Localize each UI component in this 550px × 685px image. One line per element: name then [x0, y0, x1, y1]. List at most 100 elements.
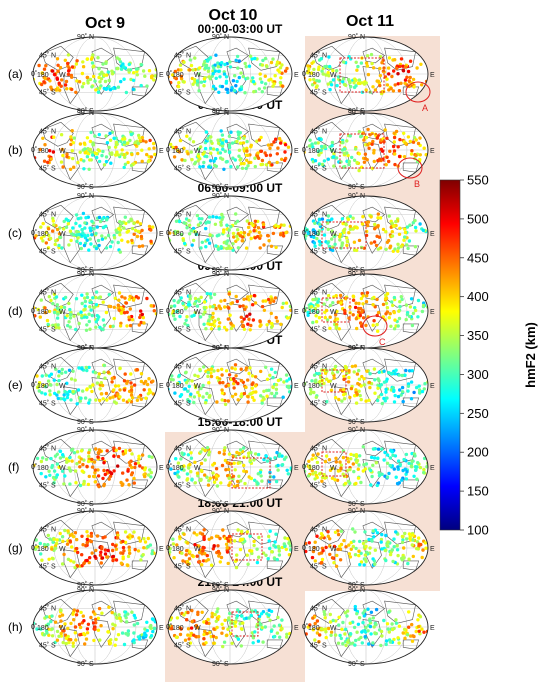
data-point	[376, 447, 381, 451]
data-point	[331, 371, 335, 375]
data-point	[140, 228, 144, 233]
data-point	[111, 548, 115, 553]
data-point	[116, 153, 121, 157]
data-point	[397, 232, 402, 236]
data-point	[365, 294, 369, 298]
data-point	[67, 69, 71, 73]
data-point	[187, 399, 192, 404]
data-point	[174, 635, 179, 639]
data-point	[78, 399, 83, 403]
data-point	[124, 301, 129, 305]
data-point	[180, 451, 184, 455]
data-point	[361, 316, 366, 320]
data-point	[83, 221, 87, 225]
longitude-label: 180	[308, 625, 320, 632]
data-point	[89, 534, 94, 538]
data-point	[215, 234, 219, 238]
data-point	[91, 53, 95, 57]
data-point	[400, 373, 404, 378]
continent-outline	[63, 75, 80, 105]
data-point	[61, 153, 65, 158]
latitude-label: 90˚ N	[348, 344, 365, 352]
data-point	[78, 142, 83, 146]
data-point	[100, 217, 105, 221]
data-point	[356, 476, 361, 480]
data-point	[49, 619, 53, 624]
latitude-label: 90˚ N	[348, 192, 365, 200]
continent-outline	[41, 204, 74, 230]
data-point	[250, 549, 254, 553]
colorbar-tick-label: 450	[467, 250, 489, 265]
colorbar-tick-label: 300	[467, 367, 489, 382]
data-point	[197, 72, 201, 76]
data-point	[411, 533, 415, 537]
data-point	[260, 80, 264, 84]
data-point	[195, 213, 200, 218]
data-point	[59, 631, 63, 636]
data-point	[277, 553, 282, 557]
data-point	[120, 310, 124, 314]
data-point	[247, 616, 251, 620]
data-point	[233, 367, 237, 371]
data-point	[69, 138, 74, 142]
latitude-label: 45˚ N	[310, 605, 327, 613]
data-point	[57, 538, 62, 542]
data-point	[324, 308, 329, 313]
data-point	[208, 146, 213, 150]
data-point	[50, 87, 54, 92]
data-point	[59, 160, 64, 164]
data-point	[33, 547, 38, 551]
data-point	[226, 561, 230, 566]
data-point	[341, 221, 345, 226]
region-circle	[362, 315, 388, 337]
continent-outline	[226, 619, 246, 648]
data-point	[269, 311, 273, 316]
data-point	[96, 616, 101, 620]
time-window-label: 00:00-03:00 UT	[198, 22, 283, 36]
longitude-label: W	[59, 309, 66, 316]
data-point	[196, 390, 200, 395]
data-point	[366, 223, 370, 228]
data-point	[82, 479, 86, 484]
data-point	[92, 64, 96, 68]
data-point	[208, 305, 212, 309]
data-point	[382, 140, 386, 144]
data-point	[187, 637, 191, 641]
data-point	[116, 392, 120, 396]
data-point	[403, 373, 407, 377]
data-point	[192, 633, 196, 637]
data-point	[185, 477, 190, 481]
data-point	[363, 557, 367, 561]
data-point	[189, 626, 194, 630]
latitude-label: 90˚ N	[77, 507, 94, 515]
data-point	[259, 323, 263, 327]
data-point	[379, 540, 383, 544]
data-point	[64, 225, 69, 229]
data-point	[311, 472, 315, 476]
data-point	[118, 324, 123, 328]
data-point	[74, 90, 78, 95]
data-point	[204, 641, 208, 645]
longitude-label: 180	[308, 309, 320, 316]
map-frame	[303, 510, 429, 586]
data-point	[371, 303, 375, 307]
data-point	[147, 454, 151, 459]
data-point	[97, 132, 102, 137]
data-point	[67, 640, 71, 645]
data-point	[116, 303, 121, 307]
data-point	[274, 391, 279, 395]
data-point	[50, 614, 54, 618]
data-point	[190, 477, 194, 481]
data-point	[239, 162, 243, 166]
data-point	[376, 386, 380, 390]
data-point	[384, 390, 388, 394]
data-point	[37, 63, 41, 68]
data-point	[150, 551, 154, 556]
data-point	[115, 56, 119, 60]
data-point	[125, 620, 129, 624]
data-point	[206, 69, 211, 74]
data-point	[121, 551, 125, 555]
data-point	[132, 71, 136, 75]
data-point	[419, 62, 423, 66]
